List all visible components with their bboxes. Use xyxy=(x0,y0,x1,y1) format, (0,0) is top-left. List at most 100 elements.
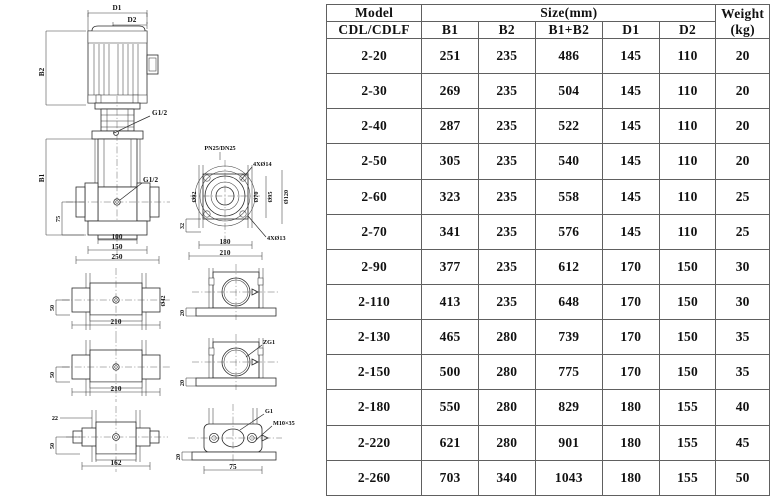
side-view-bottom-g1: G1 M10×35 20 75 xyxy=(175,404,295,474)
cell-d2: 110 xyxy=(658,37,717,75)
header-cdl-cdlf: CDL/CDLF xyxy=(325,21,423,39)
cell-b1: 621 xyxy=(421,424,479,461)
label-dim-20-b: 20 xyxy=(179,380,186,386)
pump-body-front-view: G1/2 xyxy=(66,96,170,256)
cell-d1: 170 xyxy=(601,283,660,321)
cell-b1: 377 xyxy=(421,248,479,285)
cell-model: 2-50 xyxy=(325,143,423,180)
dim-b2-label: B2 xyxy=(38,67,46,76)
dim-b2: B2 D1 D2 xyxy=(38,4,137,106)
cell-d1: 180 xyxy=(601,389,660,426)
cell-b2: 235 xyxy=(477,37,536,75)
cell-b2: 235 xyxy=(477,178,536,215)
cell-d2: 150 xyxy=(658,354,717,391)
table-row: 2-70 341 235 576 145 110 25 xyxy=(325,213,770,250)
label-g-half-upper: G1/2 xyxy=(152,109,167,117)
header-model: Model xyxy=(325,4,423,22)
cell-weight: 35 xyxy=(715,354,770,391)
label-g-half-lower: G1/2 xyxy=(143,176,158,184)
specification-table: Model Size(mm) Weight (kg) CDL/CDLF B1 B… xyxy=(325,4,770,497)
coupling-section: G1/2 xyxy=(91,102,167,140)
label-dim-20-a: 20 xyxy=(179,310,186,316)
cell-b1: 251 xyxy=(421,37,479,75)
cell-b1: 287 xyxy=(421,108,479,145)
table-row: 2-20 251 235 486 145 110 20 xyxy=(325,37,770,75)
side-view-mid-zg1: ZG1 20 xyxy=(179,334,280,390)
cell-b1: 703 xyxy=(421,459,479,497)
header-weight-line1: Weight xyxy=(721,5,765,21)
cell-b2: 235 xyxy=(477,73,536,110)
cell-sum: 775 xyxy=(534,354,603,391)
cell-sum: 540 xyxy=(534,143,603,180)
cell-model: 2-260 xyxy=(325,459,423,497)
label-holes-13: 4XØ13 xyxy=(267,235,286,242)
cell-d2: 110 xyxy=(658,108,717,145)
cell-d2: 155 xyxy=(658,459,717,497)
cell-d2: 110 xyxy=(658,143,717,180)
cell-d1: 145 xyxy=(601,143,660,180)
lower-view-c: 22 50 162 xyxy=(49,406,168,472)
cell-b2: 280 xyxy=(477,354,536,391)
table-body: 2-20 251 235 486 145 110 20 2-30 269 235 504 145 110… xyxy=(325,37,770,497)
table-row: 2-110 413 235 648 170 150 30 xyxy=(325,283,770,321)
label-dia-70: Ø70 xyxy=(253,191,260,202)
cell-sum: 486 xyxy=(534,37,603,75)
label-flange-spec: PN25/DN25 xyxy=(204,145,235,152)
cell-weight: 25 xyxy=(715,178,770,215)
pump-dimension-drawing: B2 D1 D2 G1/2 xyxy=(38,4,295,474)
label-dim-20-c: 20 xyxy=(175,454,182,460)
table-row: 2-40 287 235 522 145 110 20 xyxy=(325,108,770,145)
cell-d1: 180 xyxy=(601,424,660,461)
dim-75-label: 75 xyxy=(55,216,62,222)
cell-model: 2-60 xyxy=(325,178,423,215)
cell-b2: 235 xyxy=(477,143,536,180)
cell-d1: 145 xyxy=(601,37,660,75)
cell-model: 2-40 xyxy=(325,108,423,145)
table-head: Model Size(mm) Weight (kg) CDL/CDLF B1 B… xyxy=(325,4,770,39)
cell-d2: 155 xyxy=(658,424,717,461)
table-row: 2-150 500 280 775 170 150 35 xyxy=(325,354,770,391)
cell-weight: 40 xyxy=(715,389,770,426)
label-dia-92: Ø92 xyxy=(191,191,198,202)
dim-75-base: 75 xyxy=(55,201,84,236)
cell-b1: 413 xyxy=(421,283,479,321)
cell-sum: 901 xyxy=(534,424,603,461)
cell-d2: 150 xyxy=(658,283,717,321)
side-view-top-20: 20 xyxy=(179,264,280,320)
header-row-subs: CDL/CDLF B1 B2 B1+B2 D1 D2 xyxy=(325,21,770,39)
table-row: 2-30 269 235 504 145 110 20 xyxy=(325,73,770,110)
label-dia-95: Ø95 xyxy=(267,191,274,202)
cell-d1: 170 xyxy=(601,354,660,391)
dim-d2-label: D2 xyxy=(128,16,137,24)
dims-base-widths: 100 150 250 xyxy=(75,233,160,264)
technical-drawing-panel: B2 D1 D2 G1/2 xyxy=(0,0,322,500)
label-dim-22: 22 xyxy=(52,415,58,422)
cell-sum: 504 xyxy=(534,73,603,110)
header-d1: D1 xyxy=(601,21,660,39)
cell-sum: 576 xyxy=(534,213,603,250)
cell-model: 2-150 xyxy=(325,354,423,391)
cell-b2: 280 xyxy=(477,389,536,426)
cell-weight: 50 xyxy=(715,459,770,497)
cell-sum: 522 xyxy=(534,108,603,145)
label-dim-210-b: 210 xyxy=(110,385,121,393)
cell-weight: 20 xyxy=(715,143,770,180)
label-dim-180: 180 xyxy=(219,238,230,246)
cell-d1: 145 xyxy=(601,213,660,250)
cell-b1: 550 xyxy=(421,389,479,426)
cell-d2: 155 xyxy=(658,389,717,426)
cell-b1: 269 xyxy=(421,73,479,110)
cell-d1: 170 xyxy=(601,319,660,356)
label-zg1: ZG1 xyxy=(263,339,275,346)
dim-150-label: 150 xyxy=(111,243,122,251)
label-dim-210-a: 210 xyxy=(110,318,121,326)
table-row: 2-260 703 340 1043 180 155 50 xyxy=(325,459,770,497)
label-dim-50-a: 50 xyxy=(49,305,56,311)
cell-weight: 20 xyxy=(715,73,770,110)
cell-d2: 150 xyxy=(658,319,717,356)
cell-weight: 25 xyxy=(715,213,770,250)
cell-weight: 30 xyxy=(715,248,770,285)
cell-b2: 235 xyxy=(477,248,536,285)
cell-model: 2-70 xyxy=(325,213,423,250)
cell-sum: 648 xyxy=(534,283,603,321)
